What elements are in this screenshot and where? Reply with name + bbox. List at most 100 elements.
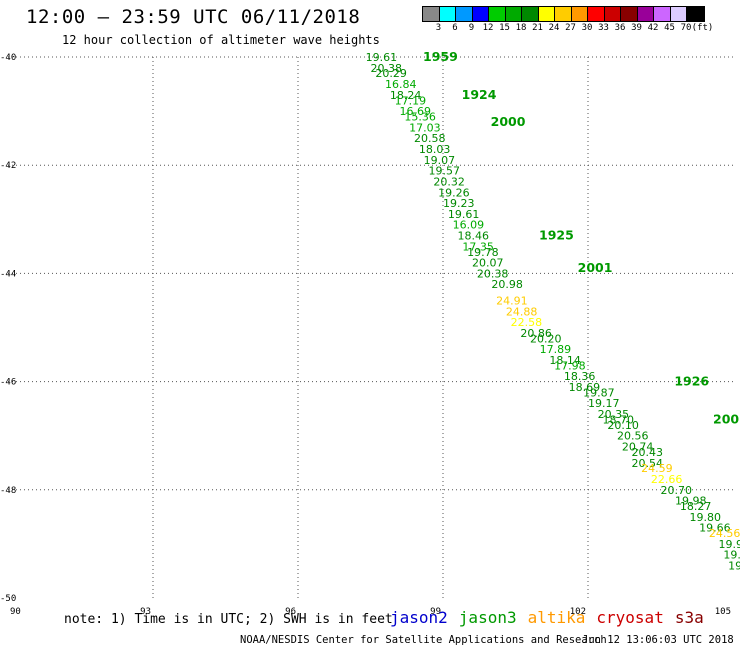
pass-time-label: 2002 bbox=[713, 411, 740, 426]
wave-height-value: 20.32 bbox=[433, 175, 465, 188]
wave-height-value: 19.61 bbox=[366, 51, 398, 64]
y-tick-label: -46 bbox=[0, 378, 16, 388]
wave-height-value: 19.97 bbox=[719, 538, 740, 551]
legend-label: 70 bbox=[680, 23, 692, 33]
legend-swatch bbox=[538, 7, 555, 21]
wave-height-value: 19.87 bbox=[583, 386, 615, 399]
credit-text: NOAA/NESDIS Center for Satellite Applica… bbox=[240, 634, 607, 646]
legend-swatch bbox=[654, 7, 671, 21]
y-tick-label: -44 bbox=[0, 269, 16, 279]
mission-altika: altika bbox=[527, 608, 586, 627]
mission-legend: jason2 jason3 altika cryosat s3a bbox=[390, 608, 715, 627]
wave-height-value: 20.54 bbox=[632, 457, 664, 470]
wave-height-value: 19.26 bbox=[438, 186, 470, 199]
legend-label: 9 bbox=[468, 23, 475, 33]
legend-label: 12 bbox=[482, 23, 494, 33]
wave-height-value: 18.24 bbox=[390, 89, 422, 102]
wave-height-value: 17.89 bbox=[540, 343, 572, 356]
wave-height-value: 18.69 bbox=[569, 381, 601, 394]
legend-swatch bbox=[637, 7, 654, 21]
legend-label: 21 bbox=[532, 23, 543, 33]
x-tick-label: 93 bbox=[140, 607, 151, 617]
wave-height-value: 18.03 bbox=[419, 143, 451, 156]
wave-height-value: 20.10 bbox=[607, 419, 639, 432]
pass-time-label: 2000 bbox=[491, 114, 526, 129]
wave-height-value: 18.70 bbox=[603, 413, 635, 426]
wave-height-value: 20.70 bbox=[661, 484, 693, 497]
legend-swatch bbox=[456, 7, 473, 21]
wave-height-value: 20.38 bbox=[477, 267, 509, 280]
legend-swatch bbox=[571, 7, 588, 21]
wave-height-value: 20.86 bbox=[520, 327, 552, 340]
pass-time-label: 1924 bbox=[462, 87, 497, 102]
x-tick-label: 96 bbox=[285, 607, 296, 617]
x-tick-label: 99 bbox=[430, 607, 441, 617]
legend-label: 33 bbox=[598, 23, 609, 33]
y-tick-label: -50 bbox=[0, 594, 16, 604]
legend-swatch bbox=[489, 7, 506, 21]
wave-height-value: 18.27 bbox=[680, 500, 712, 513]
wave-height-value: 20.07 bbox=[472, 257, 504, 270]
legend-swatch bbox=[604, 7, 621, 21]
color-legend: 3 6 9 12 15 18 21 24 27 30 33 36 39 42 45 70 (ft) bbox=[422, 6, 714, 34]
wave-height-value: 18.36 bbox=[564, 370, 596, 383]
legend-label: 24 bbox=[548, 23, 560, 33]
wave-height-value: 19.61 bbox=[448, 208, 480, 221]
mission-jason2: jason2 bbox=[390, 608, 448, 627]
wave-height-value: 19.23 bbox=[443, 197, 475, 210]
wave-height-value: 19.07 bbox=[424, 154, 456, 167]
wave-height-value: 15.36 bbox=[404, 111, 436, 124]
wave-height-value: 20.58 bbox=[414, 132, 446, 145]
wave-height-value: 19 bbox=[728, 560, 740, 573]
pass-time-label: 1925 bbox=[539, 228, 574, 243]
wave-height-value: 16.84 bbox=[385, 78, 417, 91]
wave-height-value: 24.56 bbox=[709, 527, 740, 540]
legend-swatch bbox=[588, 7, 605, 21]
legend-label: 45 bbox=[664, 23, 675, 33]
wave-height-value: 16.09 bbox=[453, 219, 485, 232]
pass-time-label: 2001 bbox=[578, 260, 613, 275]
legend-swatch bbox=[670, 7, 687, 21]
wave-height-value: 18.46 bbox=[458, 230, 490, 243]
legend-label: 42 bbox=[647, 23, 659, 33]
pass-time-label: 1926 bbox=[674, 374, 709, 389]
wave-height-value: 17.19 bbox=[395, 94, 427, 107]
note-text: note: 1) Time is in UTC; 2) SWH is in fe… bbox=[64, 612, 393, 627]
legend-label: 18 bbox=[515, 23, 527, 33]
legend-swatch bbox=[555, 7, 572, 21]
wave-height-value: 24.88 bbox=[506, 305, 538, 318]
pass-time-labels: 1959 1924 2000 1925 2001 1926 2002 bbox=[423, 49, 740, 426]
mission-cryosat: cryosat bbox=[596, 608, 664, 627]
mission-jason3: jason3 bbox=[458, 608, 517, 627]
wave-height-value: 20.20 bbox=[530, 332, 562, 345]
legend-labels: 3 6 9 12 15 18 21 24 27 30 33 36 39 42 45 70 (ft) bbox=[422, 22, 714, 34]
wave-height-value: 17.35 bbox=[462, 240, 494, 253]
x-tick-label: 105 bbox=[715, 607, 731, 617]
wave-height-value: 24.91 bbox=[496, 294, 527, 307]
wave-height-value: 20.43 bbox=[632, 446, 664, 459]
wave-height-value: 19.17 bbox=[588, 397, 620, 410]
legend-swatch bbox=[687, 7, 704, 21]
wave-height-value: 20.74 bbox=[622, 441, 654, 454]
wave-height-value: 20.38 bbox=[371, 62, 403, 75]
wave-height-value: 17.03 bbox=[409, 121, 441, 134]
wave-height-value: 20.29 bbox=[375, 67, 407, 80]
legend-label: 6 bbox=[452, 23, 458, 33]
wave-height-value: 19.80 bbox=[690, 511, 722, 524]
mission-s3a: s3a bbox=[674, 608, 704, 627]
x-tick-label: 90 bbox=[10, 607, 21, 617]
page-title: 12:00 — 23:59 UTC 06/11/2018 bbox=[26, 6, 361, 28]
legend-label: 30 bbox=[581, 23, 593, 33]
map-tick-labels: 90 93 96 99 102 105 -40 -42 -44 -46 -48 -50 bbox=[0, 53, 731, 617]
pass-time-label: 1959 bbox=[423, 49, 458, 64]
wave-height-value: 19.78 bbox=[467, 246, 499, 259]
legend-swatch bbox=[472, 7, 489, 21]
legend-swatch bbox=[621, 7, 638, 21]
legend-label: 15 bbox=[499, 23, 510, 33]
legend-label: 36 bbox=[614, 23, 626, 33]
page-subtitle: 12 hour collection of altimeter wave hei… bbox=[62, 33, 380, 47]
wave-height-value: 20.35 bbox=[598, 408, 630, 421]
wave-height-labels: 19.6120.3820.2916.8418.2417.1916.6915.36… bbox=[366, 51, 740, 573]
legend-swatch bbox=[505, 7, 522, 21]
